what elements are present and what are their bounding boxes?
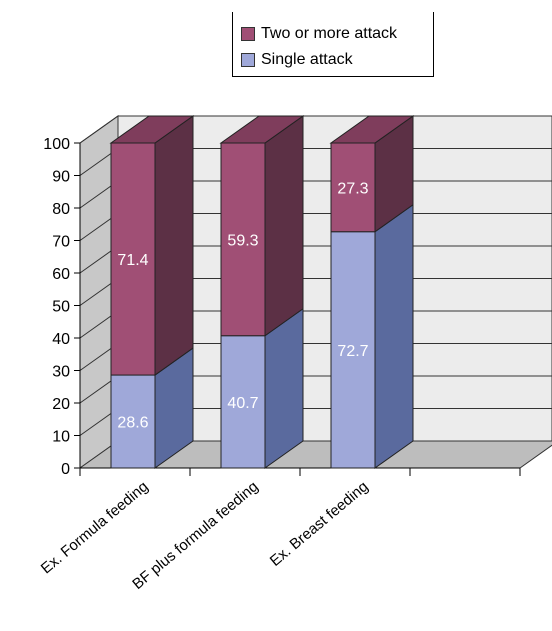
legend-swatch-two-or-more: [241, 27, 255, 41]
bar-segment-single: [330, 203, 414, 469]
x-tick-label: BF plus formula feeding: [129, 478, 261, 593]
legend: Two or more attack Single attack: [232, 12, 434, 77]
y-tick-label: 30: [52, 364, 70, 381]
bar-top: [219, 115, 305, 144]
legend-label-single: Single attack: [261, 51, 353, 68]
y-tick-label: 0: [61, 461, 70, 478]
y-tick-label: 80: [52, 201, 70, 218]
bar-top: [329, 115, 415, 144]
bar-side: [374, 203, 414, 469]
data-label: 28.6: [117, 415, 148, 432]
data-label: 59.3: [227, 232, 258, 249]
bar-segment-single: [110, 347, 194, 469]
legend-item-single: Single attack: [241, 50, 353, 70]
y-axis: 0 10 20 30 40 50 60 70 80 90 100: [43, 136, 81, 478]
data-label: 40.7: [227, 395, 258, 412]
y-tick-label: 70: [52, 234, 70, 251]
data-label: 72.7: [337, 343, 368, 360]
y-tick-label: 10: [52, 429, 70, 446]
bar-segment-two-or-more: [219, 115, 305, 337]
legend-label-two-or-more: Two or more attack: [261, 25, 398, 42]
bar-segment-single: [220, 307, 304, 469]
bar-side: [154, 115, 194, 377]
y-tick-label: 90: [52, 169, 70, 186]
data-label: 71.4: [117, 252, 148, 269]
bars: 28.6 71.4 40.7 59.3 72.7 27.3: [109, 115, 415, 469]
bar-front: [220, 335, 266, 469]
bar-side: [264, 307, 304, 469]
y-tick-label: 20: [52, 396, 70, 413]
y-tick-label: 40: [52, 331, 70, 348]
bar-front: [220, 142, 266, 337]
x-tick-label: Ex. Breast feeding: [267, 478, 372, 570]
legend-item-two-or-more: Two or more attack: [241, 24, 397, 44]
y-tick-label: 100: [43, 136, 70, 153]
y-tick-label: 50: [52, 299, 70, 316]
legend-swatch-single: [241, 53, 255, 67]
data-label: 27.3: [337, 180, 368, 197]
bar-segment-two-or-more: [329, 115, 415, 233]
y-tick-label: 60: [52, 266, 70, 283]
bar-segment-two-or-more: [109, 115, 195, 377]
bar-front: [330, 231, 376, 469]
x-tick-label: Ex. Formula feeding: [38, 478, 152, 577]
bar-side: [264, 115, 304, 337]
bar-top: [109, 115, 195, 144]
